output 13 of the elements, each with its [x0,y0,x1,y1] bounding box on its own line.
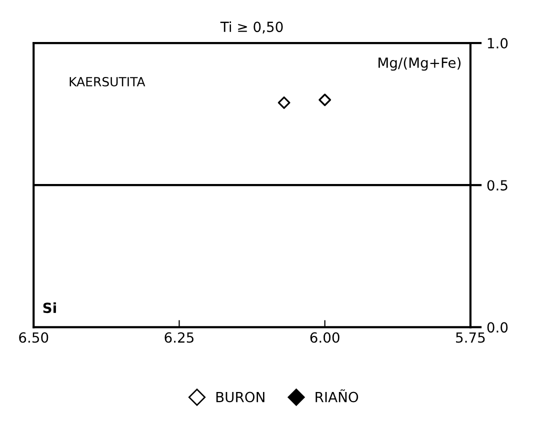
x-tick-label: 6.50 [19,332,48,343]
annotation: KAERSUTITA [70,76,146,86]
y-axis-title: Mg/(Mg+Fe) [378,57,461,71]
y-tick-label: 0.0 [487,322,508,333]
x-tick-label: 6.25 [164,332,194,343]
chart-title: Ti ≥ 0,50 [220,21,283,34]
x-tick-label: 5.75 [456,332,485,343]
y-tick-label: 0.5 [487,180,508,191]
x-axis-title: Si [43,302,56,314]
legend-label: RIAÑO [316,389,358,402]
legend-label: BURON [216,392,264,402]
x-tick-label: 6.00 [310,332,340,343]
y-tick-label: 1.0 [488,38,508,48]
